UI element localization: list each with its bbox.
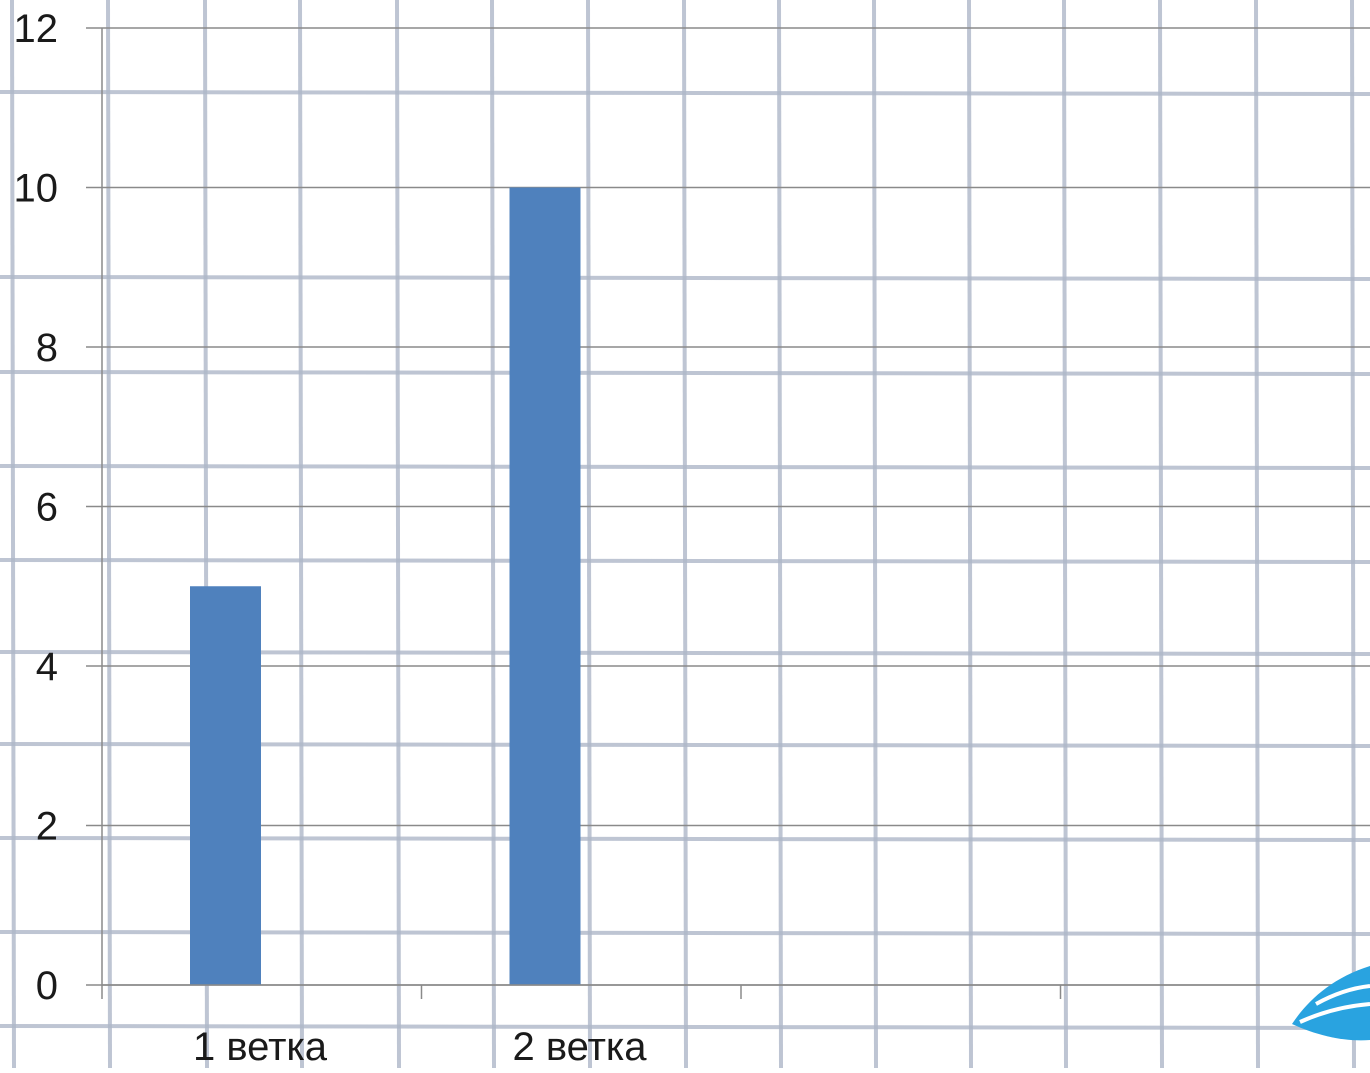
- paper-grid-line-v: [106, 0, 112, 1069]
- y-tick-label: 4: [36, 645, 58, 689]
- axes: [101, 28, 1370, 999]
- paper-grid-line-h: [0, 1024, 1370, 1030]
- paper-grid-line-v: [395, 0, 401, 1069]
- paper-grid-line-v: [586, 0, 592, 1069]
- bar-2: [509, 187, 581, 985]
- paper-grid-line-v: [872, 0, 878, 1069]
- paper-grid-line-h: [0, 370, 1370, 376]
- paper-grid-line-v: [1350, 0, 1356, 1069]
- paper-grid-line-v: [777, 0, 783, 1069]
- paper-grid-line-v: [682, 0, 688, 1069]
- y-tick-label: 6: [36, 486, 58, 530]
- bars: [190, 187, 581, 985]
- paper-grid-line-v: [1062, 0, 1068, 1069]
- x-tick-label: 1 ветка: [193, 1025, 328, 1068]
- paper-grid-line-h: [0, 90, 1370, 96]
- y-gridlines: [86, 27, 1370, 986]
- paper-grid-line-v: [1254, 0, 1260, 1069]
- x-tick-labels: 1 ветка 2 ветка: [193, 1025, 647, 1069]
- paper-grid-line-v: [490, 0, 496, 1069]
- y-tick-label: 8: [36, 326, 58, 370]
- y-tick-label: 2: [36, 805, 58, 849]
- paper-grid-line-v: [10, 0, 16, 1069]
- y-tick-label: 0: [36, 964, 58, 1008]
- y-tick-label: 10: [14, 167, 59, 211]
- y-tick-labels: 0 2 4 6 8 10 12: [14, 7, 59, 1008]
- paper-grid-line-h: [0, 275, 1370, 281]
- paper-grid-line-v: [298, 0, 304, 1069]
- bar-1: [190, 586, 261, 985]
- wing-icon: [1292, 966, 1370, 1041]
- x-tick-label: 2 ветка: [512, 1025, 647, 1068]
- y-tick-label: 12: [14, 7, 59, 51]
- paper-grid-line-v: [967, 0, 973, 1069]
- paper-grid-line-v: [1158, 0, 1164, 1069]
- paper-grid-line-h: [0, 464, 1370, 470]
- paper-grid-line-h: [0, 558, 1370, 564]
